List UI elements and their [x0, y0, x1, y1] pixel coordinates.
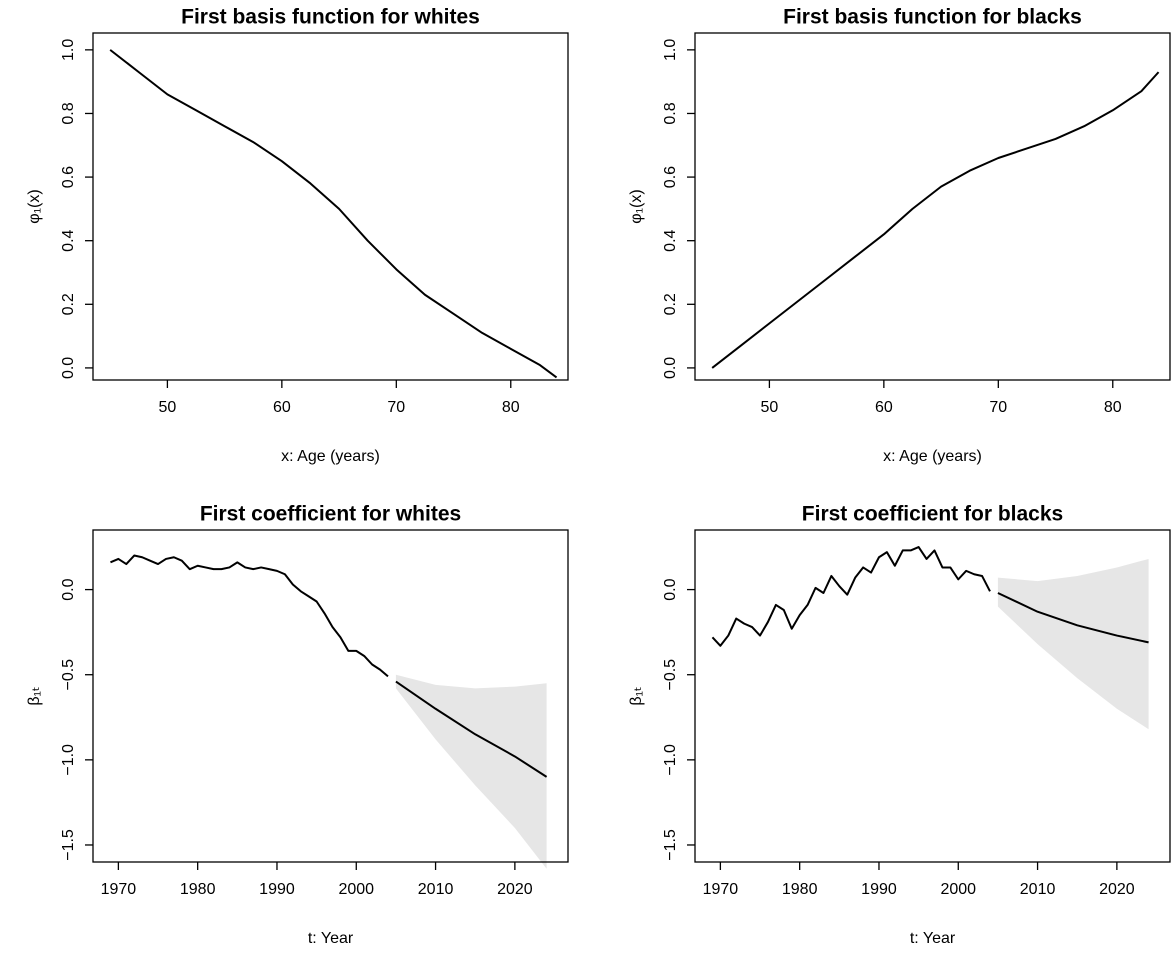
- y-tick-label: −1.0: [60, 744, 77, 776]
- x-tick-label: 2000: [940, 881, 976, 898]
- x-tick-label: 1990: [861, 881, 897, 898]
- forecast-band: [997, 558, 1149, 730]
- y-axis-label: β₁ₜ: [26, 686, 43, 705]
- panel-title: First basis function for whites: [181, 6, 480, 29]
- x-tick-label: 2020: [1099, 881, 1135, 898]
- x-tick-label: 2010: [1020, 881, 1056, 898]
- x-tick-label: 60: [875, 399, 893, 416]
- y-tick-label: 0.6: [662, 166, 679, 188]
- y-tick-label: −1.5: [662, 829, 679, 861]
- y-tick-label: 0.0: [60, 578, 77, 600]
- x-tick-label: 1980: [180, 881, 216, 898]
- x-axis-label: t: Year: [910, 930, 956, 947]
- data-line: [711, 71, 1160, 369]
- data-line: [110, 554, 389, 678]
- x-axis-label: x: Age (years): [281, 448, 380, 465]
- y-tick-label: 0.4: [60, 229, 77, 251]
- panel: First coefficient for whites t: Year β₁ₜ 19…: [26, 503, 569, 947]
- data-line: [109, 49, 558, 379]
- y-axis-label: φ₁(x): [628, 189, 645, 223]
- y-axis-label: β₁ₜ: [628, 686, 645, 705]
- y-tick-label: 0.4: [662, 229, 679, 251]
- x-tick-label: 1970: [101, 881, 137, 898]
- y-tick-label: 0.0: [662, 578, 679, 600]
- x-tick-label: 70: [989, 399, 1007, 416]
- x-tick-label: 70: [387, 399, 405, 416]
- y-tick-label: 0.0: [60, 357, 77, 379]
- x-tick-label: 2000: [338, 881, 374, 898]
- x-tick-label: 80: [1104, 399, 1122, 416]
- y-tick-label: 0.8: [60, 102, 77, 124]
- y-tick-label: 0.6: [60, 166, 77, 188]
- y-tick-label: −0.5: [60, 659, 77, 691]
- x-tick-label: 60: [273, 399, 291, 416]
- y-tick-label: −1.5: [60, 829, 77, 861]
- x-axis-label: x: Age (years): [883, 448, 982, 465]
- x-tick-label: 50: [158, 399, 176, 416]
- panel: First basis function for blacks x: Age (y…: [628, 6, 1171, 465]
- x-tick-label: 80: [502, 399, 520, 416]
- y-tick-label: 1.0: [60, 39, 77, 61]
- y-tick-label: 0.8: [662, 102, 679, 124]
- y-tick-label: 0.2: [60, 293, 77, 315]
- data-line: [997, 592, 1149, 644]
- forecast-band: [395, 674, 547, 869]
- plot-box: [694, 529, 1171, 863]
- plot-box: [92, 32, 569, 381]
- x-tick-label: 2010: [418, 881, 454, 898]
- y-tick-label: 0.0: [662, 357, 679, 379]
- panel: First basis function for whites x: Age (y…: [26, 6, 569, 465]
- y-tick-label: 0.2: [662, 293, 679, 315]
- panel: First coefficient for blacks t: Year β₁ₜ 19…: [628, 503, 1171, 947]
- plot-box: [92, 529, 569, 863]
- data-line: [711, 546, 991, 647]
- x-tick-label: 1980: [782, 881, 818, 898]
- y-tick-label: −1.0: [662, 744, 679, 776]
- x-tick-label: 2020: [497, 881, 533, 898]
- panel-title: First basis function for blacks: [783, 6, 1082, 29]
- data-line: [395, 680, 548, 778]
- y-axis-label: φ₁(x): [26, 189, 43, 223]
- plot-box: [694, 32, 1171, 381]
- x-tick-label: 50: [760, 399, 778, 416]
- y-tick-label: 1.0: [662, 39, 679, 61]
- x-tick-label: 1990: [259, 881, 295, 898]
- x-tick-label: 1970: [703, 881, 739, 898]
- x-axis-label: t: Year: [308, 930, 354, 947]
- panel-title: First coefficient for blacks: [802, 503, 1063, 526]
- y-tick-label: −0.5: [662, 659, 679, 691]
- panel-title: First coefficient for whites: [200, 503, 461, 526]
